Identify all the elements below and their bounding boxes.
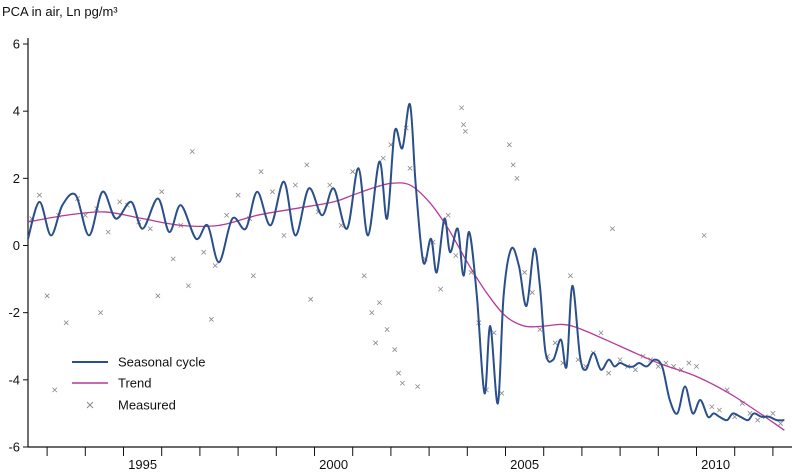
measured-point: [36, 192, 42, 198]
measured-point: [663, 360, 669, 366]
y-tick-label: 2: [13, 171, 20, 186]
measured-point: [82, 212, 88, 218]
measured-point: [105, 229, 111, 235]
legend: Seasonal cycle Trend Measured: [72, 355, 205, 413]
measured-point: [415, 384, 421, 390]
measured-point: [567, 273, 573, 279]
y-tick-label: 0: [13, 238, 20, 253]
measured-point: [224, 212, 230, 218]
x-tick-label: 2010: [701, 457, 730, 472]
x-tick-label: 2000: [319, 457, 348, 472]
measured-point: [384, 326, 390, 332]
axes: 6 4 2 0 -2 -4 -6 1995 2000 2005 2010: [8, 37, 792, 472]
y-tick-label: 6: [13, 37, 20, 52]
measured-point: [499, 390, 505, 396]
measured-point: [701, 232, 707, 238]
measured-point: [369, 310, 375, 316]
measured-point: [170, 256, 176, 262]
legend-swatch-measured: [86, 401, 94, 409]
measured-point: [304, 162, 310, 168]
measured-point: [529, 290, 535, 295]
measured-point: [552, 340, 558, 346]
measured-point: [709, 404, 715, 410]
trend-line: [27, 182, 785, 431]
y-tick-label: -4: [8, 372, 20, 387]
measured-point: [598, 330, 604, 336]
measured-point: [269, 189, 275, 195]
measured-point: [208, 316, 214, 322]
measured-point: [506, 142, 512, 148]
legend-label: Measured: [118, 398, 176, 413]
measured-point: [308, 296, 314, 302]
measured-point: [52, 387, 58, 393]
measured-point: [514, 175, 520, 181]
measured-point: [460, 122, 466, 128]
seasonal-cycle-line: [27, 103, 785, 422]
measured-point: [438, 286, 444, 292]
measured-point: [716, 407, 722, 413]
measured-point: [459, 105, 465, 111]
measured-point: [258, 169, 264, 175]
measured-point: [522, 269, 528, 275]
measured-point: [98, 310, 104, 316]
measured-point: [399, 380, 405, 386]
series-lines: [27, 103, 785, 431]
measured-point: [462, 128, 468, 134]
measured-point: [617, 357, 623, 363]
measured-point: [373, 340, 379, 346]
y-tick-label: -2: [8, 305, 20, 320]
measured-point: [292, 182, 298, 188]
x-tick-label: 1995: [128, 457, 157, 472]
measured-point: [250, 273, 256, 279]
measured-point: [606, 370, 612, 376]
measured-point: [755, 417, 761, 423]
measured-point: [778, 421, 784, 426]
measured-point: [392, 347, 398, 353]
measured-point: [185, 283, 191, 289]
measured-point: [376, 300, 382, 306]
measured-point: [117, 199, 123, 205]
measured-point: [281, 232, 287, 238]
measured-point: [212, 263, 218, 269]
y-tick-label: -6: [8, 440, 20, 455]
measured-point: [770, 410, 776, 416]
measured-point: [537, 326, 543, 332]
legend-label: Trend: [118, 376, 151, 391]
measured-point: [491, 330, 497, 336]
measured-point: [686, 360, 692, 366]
measured-point: [327, 182, 333, 188]
measured-point: [407, 165, 413, 171]
measured-point: [510, 162, 516, 168]
measured-point: [445, 212, 451, 218]
y-tick-label: 4: [13, 104, 20, 119]
measured-point: [147, 226, 153, 232]
measured-point: [155, 293, 161, 299]
measured-point: [44, 293, 50, 299]
measured-point: [63, 320, 69, 326]
y-axis-label: PCA in air, Ln pg/m³: [2, 4, 118, 19]
measured-point: [235, 192, 241, 198]
measured-point: [396, 370, 402, 376]
x-tick-label: 2005: [510, 457, 539, 472]
measured-point: [380, 155, 386, 161]
measured-point: [694, 363, 699, 369]
measured-point: [609, 226, 615, 232]
measured-point: [159, 189, 165, 195]
measured-point: [632, 367, 638, 373]
measured-point: [361, 273, 367, 279]
measured-point: [189, 148, 195, 154]
measured-point: [655, 363, 661, 369]
legend-label: Seasonal cycle: [118, 355, 205, 370]
measured-point: [453, 253, 459, 259]
measured-point: [201, 249, 207, 255]
measured-point: [350, 169, 356, 175]
